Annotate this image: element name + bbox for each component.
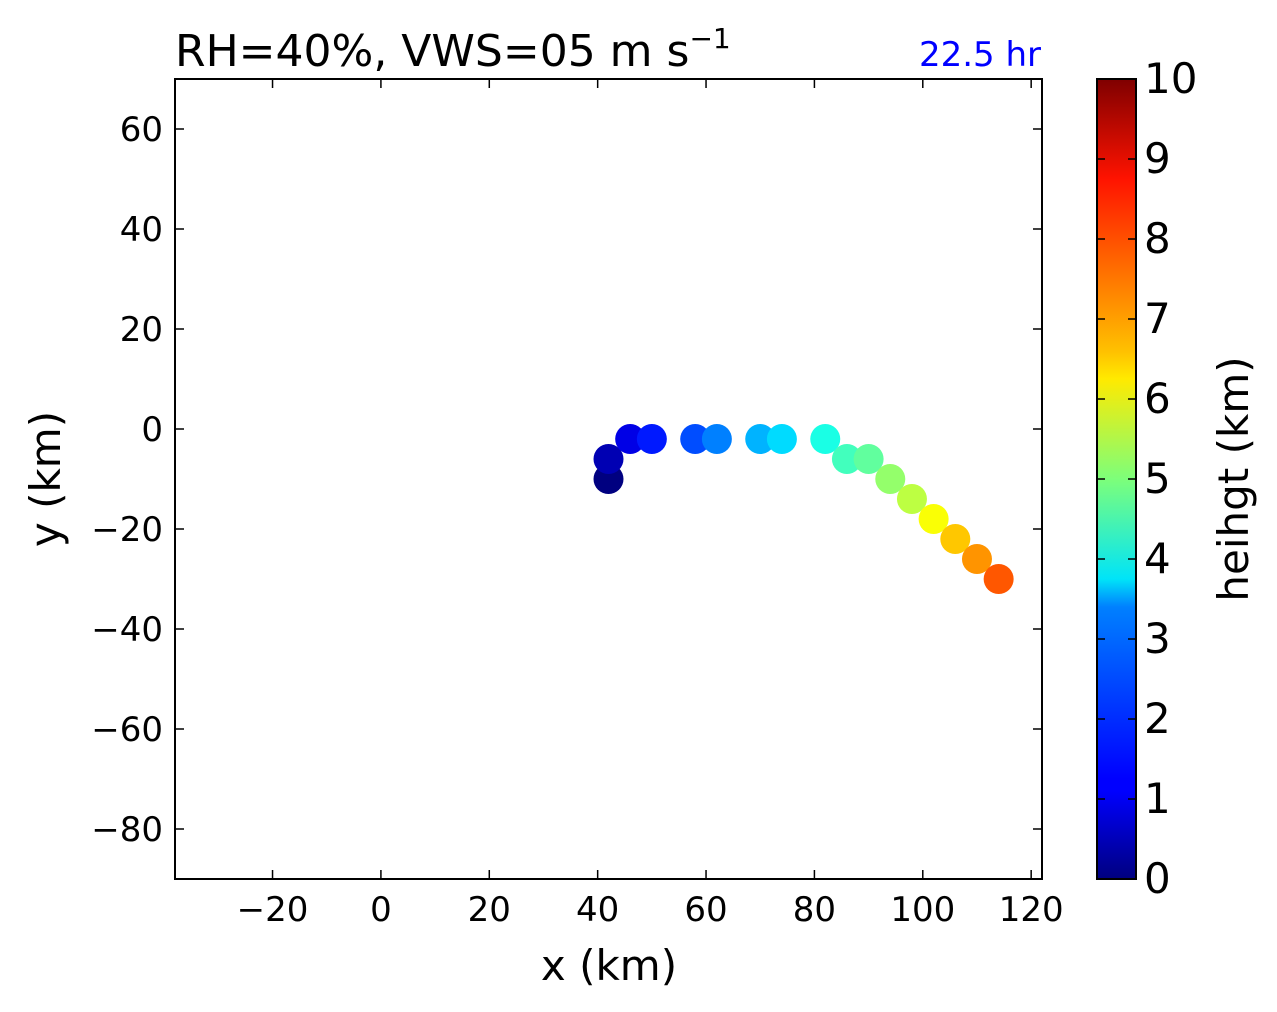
trajectory-point bbox=[940, 524, 971, 554]
colorbar-tick-label: 6 bbox=[1144, 374, 1171, 423]
colorbar-tick-label: 0 bbox=[1144, 854, 1171, 903]
trajectory-point bbox=[918, 504, 949, 534]
colorbar-tick-label: 1 bbox=[1144, 774, 1171, 823]
y-tick-label: 40 bbox=[120, 210, 163, 250]
x-tick-label: 60 bbox=[684, 890, 727, 930]
y-tick-label: −60 bbox=[91, 710, 163, 750]
x-tick-label: 80 bbox=[793, 890, 836, 930]
trajectory-point bbox=[831, 444, 862, 474]
y-tick-label: −80 bbox=[91, 810, 163, 850]
colorbar-tick-label: 3 bbox=[1144, 614, 1171, 663]
colorbar-tick-label: 7 bbox=[1144, 294, 1171, 343]
trajectory-point bbox=[701, 424, 732, 454]
trajectory-point bbox=[810, 424, 841, 454]
trajectory-point bbox=[636, 424, 667, 454]
trajectory-point bbox=[593, 444, 624, 474]
x-tick-label: −20 bbox=[237, 890, 309, 930]
trajectory-point bbox=[896, 484, 927, 514]
y-tick-label: −20 bbox=[91, 510, 163, 550]
chart-title-superscript: −1 bbox=[689, 22, 730, 55]
colorbar-tick-label: 5 bbox=[1144, 454, 1171, 503]
colorbar-tick-label: 2 bbox=[1144, 694, 1171, 743]
chart-title-main: RH=40%, VWS=05 m s bbox=[175, 26, 689, 77]
trajectory-point bbox=[983, 564, 1014, 594]
y-axis-label: y (km) bbox=[21, 411, 70, 547]
trajectory-point bbox=[853, 444, 884, 474]
x-tick-label: 20 bbox=[468, 890, 511, 930]
y-axis-ticks: −80 −60 −40 −20 0 20 40 60 bbox=[91, 110, 1042, 850]
chart-title: RH=40%, VWS=05 m s−1 bbox=[175, 22, 731, 77]
trajectory-point bbox=[766, 424, 797, 454]
x-tick-label: 100 bbox=[890, 890, 955, 930]
colorbar-tick-label: 9 bbox=[1144, 134, 1171, 183]
x-axis-ticks: −20 0 20 40 60 80 100 120 bbox=[237, 79, 1064, 930]
x-tick-label: 0 bbox=[370, 890, 392, 930]
y-tick-label: 60 bbox=[120, 110, 163, 150]
y-tick-label: 0 bbox=[141, 410, 163, 450]
y-tick-label: 20 bbox=[120, 310, 163, 350]
colorbar-tick-label: 10 bbox=[1144, 54, 1197, 103]
trajectory-point bbox=[875, 464, 906, 494]
time-label: 22.5 hr bbox=[919, 35, 1041, 75]
trajectory-point bbox=[961, 544, 992, 574]
x-axis-label: x (km) bbox=[541, 941, 677, 990]
colorbar-label: heihgt (km) bbox=[1209, 356, 1258, 601]
colorbar-ticks: 0 1 2 3 4 5 6 7 8 9 10 bbox=[1097, 54, 1197, 903]
colorbar-tick-label: 4 bbox=[1144, 534, 1171, 583]
colorbar-tick-label: 8 bbox=[1144, 214, 1171, 263]
x-tick-label: 40 bbox=[576, 890, 619, 930]
trajectory-point bbox=[745, 424, 776, 454]
y-tick-label: −40 bbox=[91, 610, 163, 650]
trajectory-point bbox=[615, 424, 646, 454]
data-points bbox=[593, 424, 1014, 594]
x-tick-label: 120 bbox=[999, 890, 1064, 930]
trajectory-point bbox=[680, 424, 711, 454]
